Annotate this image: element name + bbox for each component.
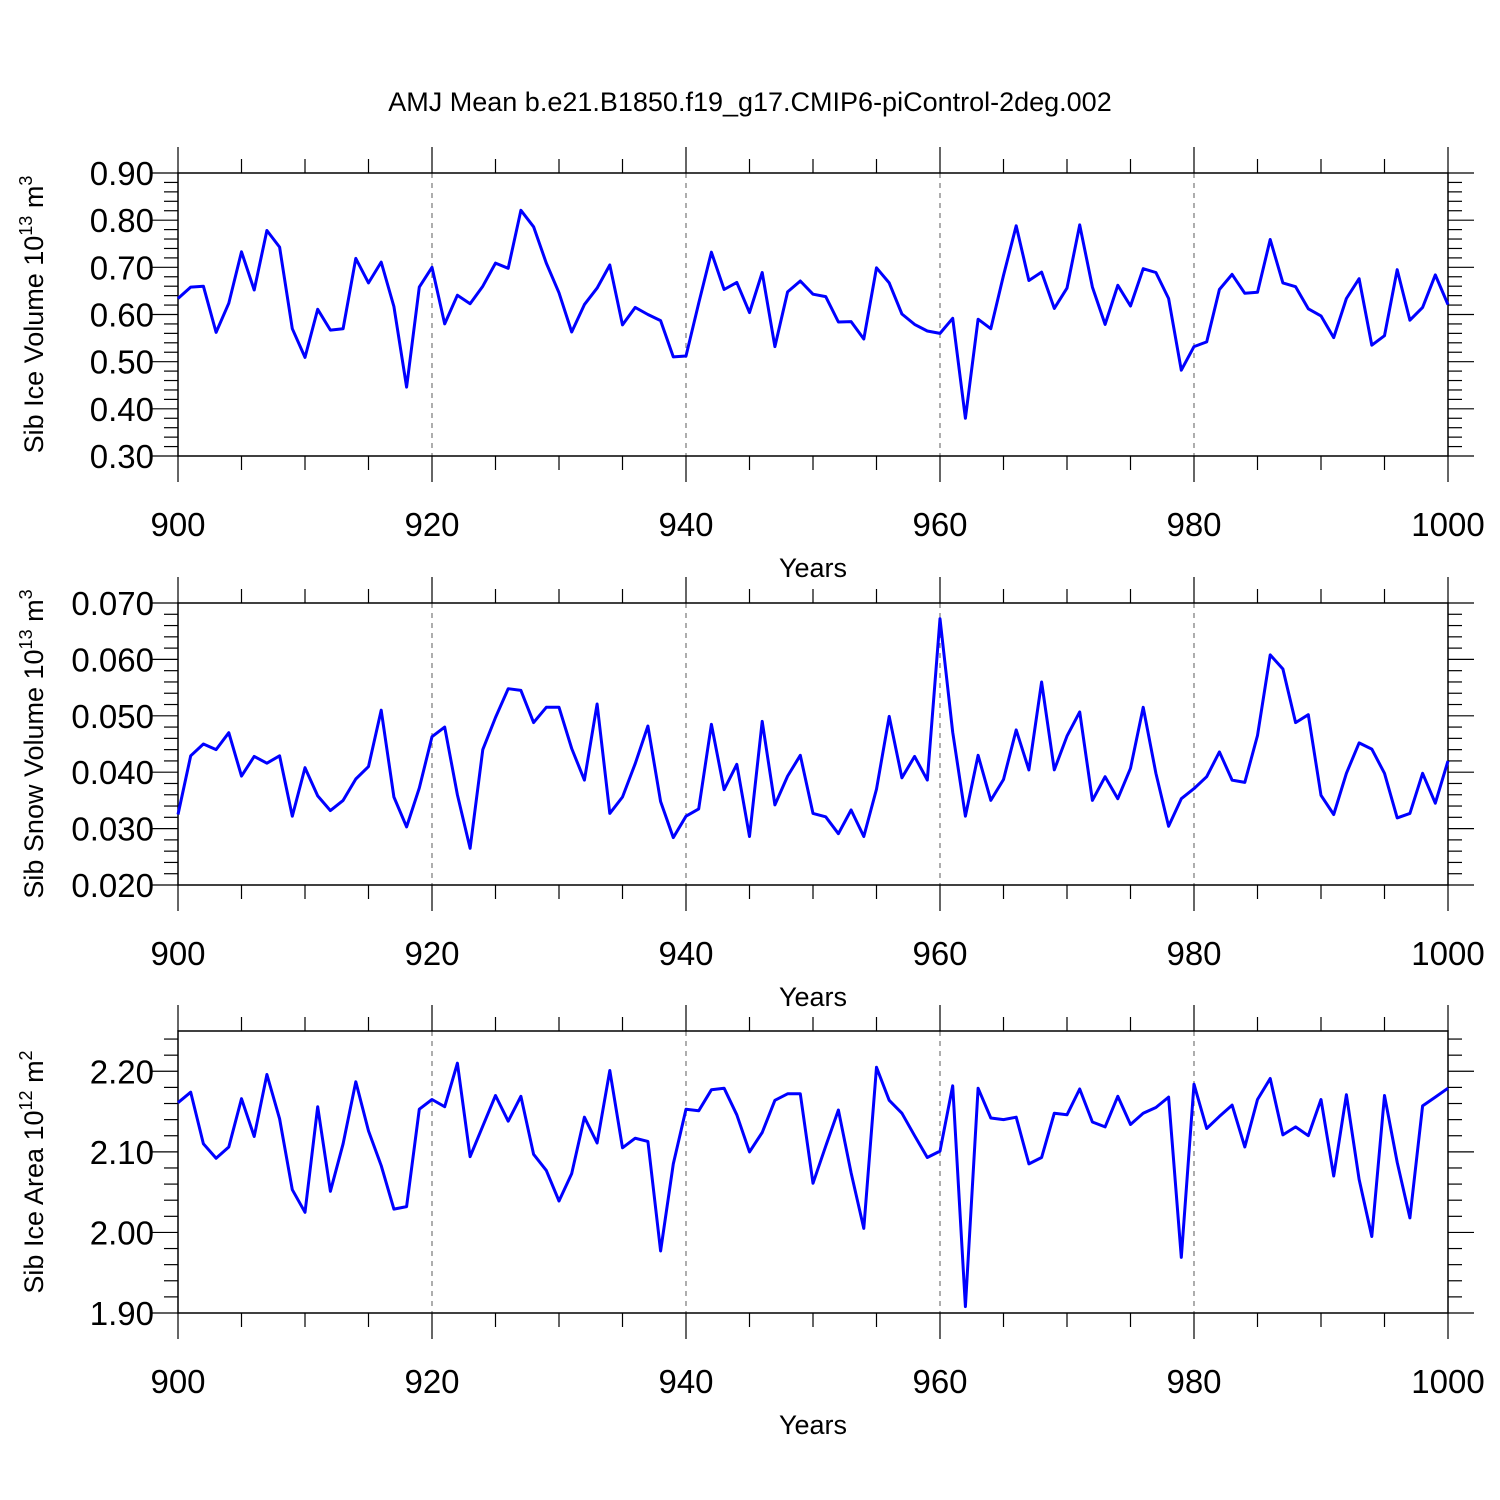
x-axis-label: Years: [779, 553, 847, 583]
y-tick-label: 2.20: [90, 1053, 154, 1090]
x-tick-label: 980: [1166, 506, 1221, 543]
y-tick-label: 0.050: [71, 698, 154, 735]
x-tick-label: 960: [912, 1363, 967, 1400]
y-tick-label: 2.10: [90, 1134, 154, 1171]
y-tick-label: 0.90: [90, 155, 154, 192]
y-axis-label: Sib Ice Volume 1013 m3: [16, 176, 49, 454]
y-axis-label: Sib Snow Volume 1013 m3: [16, 589, 49, 898]
panel-snow-volume: 0.020 0.030 0.040 0.050 0.060 0.070 900 920 940 9…: [16, 577, 1485, 1012]
panel-ice-volume: 0.30 0.40 0.50 0.60 0.70 0.80 0.90 900 920 940 960…: [16, 147, 1485, 583]
x-tick-label: 1000: [1411, 506, 1484, 543]
series-line: [176, 208, 1450, 420]
y-tick-label: 0.070: [71, 585, 154, 622]
y-tick-label: 0.020: [71, 867, 154, 904]
y-tick-label: 1.90: [90, 1295, 154, 1332]
plot-frame: [177, 602, 1449, 886]
x-tick-label: 940: [658, 1363, 713, 1400]
plot-frame: [177, 1030, 1449, 1314]
chart-title: AMJ Mean b.e21.B1850.f19_g17.CMIP6-piCon…: [388, 87, 1111, 117]
y-tick-label: 0.80: [90, 202, 154, 239]
x-tick-label: 920: [404, 506, 459, 543]
y-tick-label: 0.70: [90, 249, 154, 286]
y-tick-label: 0.030: [71, 811, 154, 848]
series-line: [176, 617, 1450, 850]
x-tick-label: 1000: [1411, 935, 1484, 972]
x-tick-label: 980: [1166, 1363, 1221, 1400]
x-tick-label: 980: [1166, 935, 1221, 972]
x-axis-label: Years: [779, 1410, 847, 1440]
y-tick-label: 0.040: [71, 754, 154, 791]
x-tick-label: 900: [150, 506, 205, 543]
x-tick-label: 920: [404, 1363, 459, 1400]
y-tick-label: 0.40: [90, 391, 154, 428]
y-tick-label: 0.30: [90, 438, 154, 475]
y-axis-label: Sib Ice Area 1012 m2: [16, 1050, 49, 1293]
x-tick-label: 940: [658, 935, 713, 972]
y-tick-label: 0.50: [90, 344, 154, 381]
x-tick-label: 1000: [1411, 1363, 1484, 1400]
x-tick-label: 900: [150, 1363, 205, 1400]
y-tick-label: 0.60: [90, 297, 154, 334]
x-tick-label: 920: [404, 935, 459, 972]
plot-frame: [177, 172, 1449, 457]
x-tick-label: 940: [658, 506, 713, 543]
x-tick-label: 960: [912, 506, 967, 543]
panel-ice-area: 1.90 2.00 2.10 2.20 900 920 940 960 980 1000 Years…: [16, 1005, 1485, 1440]
x-tick-label: 960: [912, 935, 967, 972]
series-line: [177, 1061, 1449, 1309]
x-tick-label: 900: [150, 935, 205, 972]
x-axis-label: Years: [779, 982, 847, 1012]
y-tick-label: 2.00: [90, 1214, 154, 1251]
y-tick-label: 0.060: [71, 641, 154, 678]
